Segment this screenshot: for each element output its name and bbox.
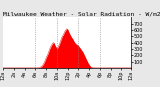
Text: Milwaukee Weather - Solar Radiation - W/m2 (Last 24 Hours): Milwaukee Weather - Solar Radiation - W/… [3, 12, 160, 17]
